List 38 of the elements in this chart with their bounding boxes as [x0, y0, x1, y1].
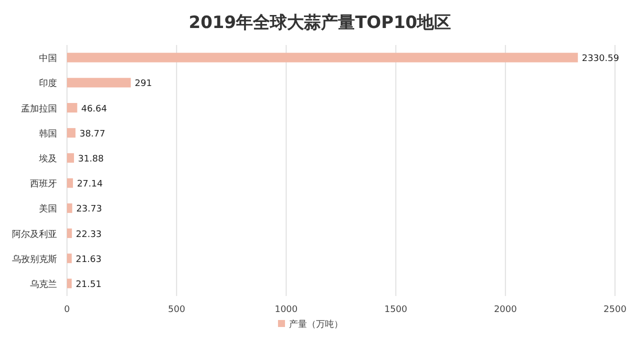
y-tick-label: 阿尔及利亚 — [12, 228, 57, 240]
data-label: 23.73 — [76, 204, 102, 215]
data-label: 22.33 — [76, 230, 102, 240]
bar — [67, 78, 131, 88]
legend-label: 产量（万吨） — [289, 319, 343, 330]
bar — [67, 228, 72, 238]
chart-title: 2019年全球大蒜产量TOP10地区 — [188, 13, 452, 33]
bar — [67, 102, 78, 113]
y-tick-label: 埃及 — [38, 153, 57, 164]
bar — [67, 254, 72, 264]
y-tick-label: 美国 — [39, 204, 57, 215]
bar — [67, 178, 73, 188]
data-label: 2330.59 — [582, 54, 620, 64]
y-tick-label: 印度 — [39, 78, 57, 90]
bar — [67, 278, 72, 288]
y-tick-label: 乌孜别克斯 — [12, 254, 57, 265]
data-label: 27.14 — [76, 180, 103, 190]
y-tick-label: 西班牙 — [30, 178, 57, 190]
y-tick-label: 韩国 — [39, 128, 57, 140]
data-label: 38.77 — [80, 129, 106, 140]
x-tick-label: 1000 — [274, 305, 298, 315]
x-tick-label: 0 — [64, 305, 70, 315]
bar — [67, 128, 76, 138]
data-label: 46.64 — [81, 104, 108, 114]
y-tick-label: 乌克兰 — [30, 278, 57, 290]
data-label: 31.88 — [78, 154, 104, 164]
data-label: 21.51 — [76, 280, 102, 290]
y-tick-label: 孟加拉国 — [21, 103, 57, 114]
x-tick-label: 500 — [168, 305, 186, 315]
bar — [67, 153, 74, 163]
y-tick-label: 中国 — [39, 53, 57, 64]
bar — [67, 203, 72, 213]
x-tick-label: 2000 — [494, 305, 518, 315]
x-tick-label: 2500 — [604, 305, 627, 315]
x-tick-label: 1500 — [384, 305, 408, 315]
data-label: 21.63 — [76, 254, 102, 265]
bar — [67, 52, 578, 62]
data-label: 291 — [134, 79, 152, 90]
